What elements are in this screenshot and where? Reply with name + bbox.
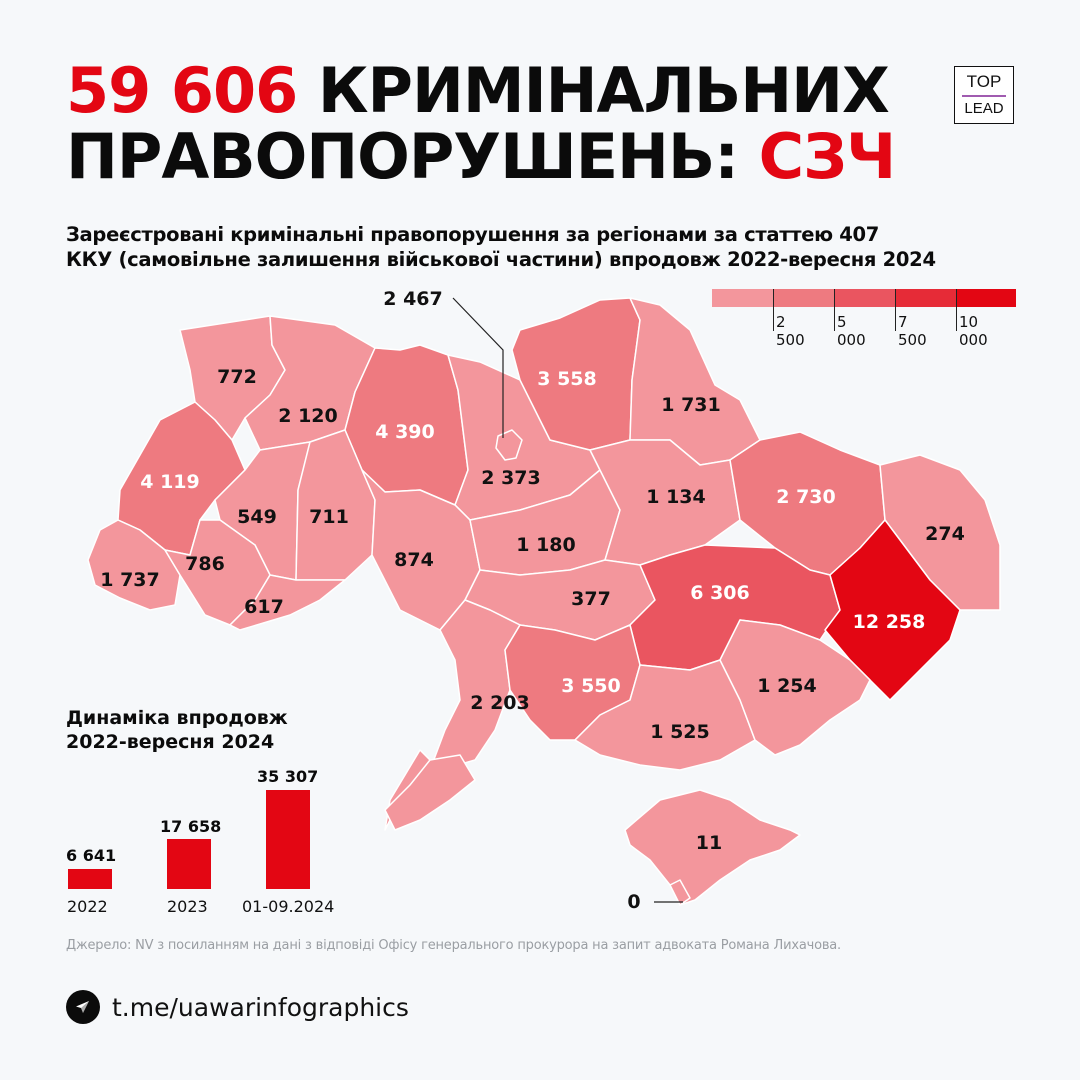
- label-volyn: 772: [217, 366, 257, 388]
- legend-label: 7 500: [898, 313, 927, 349]
- legend-tick: [773, 289, 774, 331]
- label-chernivtsi: 617: [244, 596, 284, 618]
- label-zakarpattia: 1 737: [100, 569, 160, 591]
- label-kyiv-oblast: 2 373: [481, 467, 541, 489]
- legend-tick: [895, 289, 896, 331]
- title-number: 59 606: [66, 54, 298, 127]
- top-lead-logo: TOP LEAD: [954, 66, 1014, 124]
- dynamics-title: Динаміка впродовж 2022-вересня 2024: [66, 706, 288, 754]
- title-part2: ПРАВОПОРУШЕНЬ:: [66, 120, 759, 193]
- leader-line-kyiv: [452, 297, 504, 438]
- bar-2024: [266, 790, 310, 889]
- label-zaporizhzhia: 1 254: [757, 675, 817, 697]
- region-crimea: [624, 789, 801, 906]
- label-kherson: 1 525: [650, 721, 710, 743]
- region-odesa-south: [384, 754, 476, 831]
- label-donetsk: 12 258: [853, 611, 926, 633]
- label-ternopil: 549: [237, 506, 277, 528]
- telegram-link[interactable]: t.me/uawarinfographics: [66, 990, 409, 1024]
- telegram-icon: [66, 990, 100, 1024]
- bar-label-2022: 2022: [67, 897, 108, 916]
- bar-label-2023: 2023: [167, 897, 208, 916]
- bar-label-2024: 01-09.2024: [242, 897, 335, 916]
- logo-bottom-text: LEAD: [964, 100, 1004, 117]
- label-kirovohrad: 377: [571, 588, 611, 610]
- label-poltava: 1 134: [646, 486, 706, 508]
- legend-swatch-3: [895, 289, 956, 307]
- bar-2022: [68, 869, 112, 889]
- bar-value-2024: 35 307: [257, 767, 319, 786]
- subtitle-line2: ККУ (самовільне залишення військової час…: [66, 248, 936, 271]
- page-title: 59 606 КРИМІНАЛЬНИХ ПРАВОПОРУШЕНЬ: СЗЧ: [66, 58, 897, 193]
- legend-tick: [956, 289, 957, 331]
- logo-top-text: TOP: [966, 72, 1002, 91]
- map-subtitle: Зареєстровані кримінальні правопорушення…: [66, 222, 1026, 272]
- label-cherkasy: 1 180: [516, 534, 576, 556]
- legend-swatch-2: [834, 289, 895, 307]
- bar-2023: [167, 839, 211, 889]
- subtitle-line1: Зареєстровані кримінальні правопорушення…: [66, 223, 880, 246]
- label-dnipropetrovsk: 6 306: [690, 582, 750, 604]
- legend-swatch-1: [773, 289, 834, 307]
- label-kyiv-city: 2 467: [383, 288, 443, 310]
- label-rivne: 2 120: [278, 405, 338, 427]
- label-sevastopol: 0: [627, 891, 640, 913]
- region-donetsk: [824, 519, 961, 701]
- label-khmelnytskyi: 711: [309, 506, 349, 528]
- legend-label: 2 500: [776, 313, 805, 349]
- label-luhansk: 274: [925, 523, 965, 545]
- logo-divider: [962, 95, 1006, 97]
- legend-label: 5 000: [837, 313, 866, 349]
- label-zhytomyr: 4 390: [375, 421, 435, 443]
- bar-value-2023: 17 658: [160, 817, 222, 836]
- telegram-link-text[interactable]: t.me/uawarinfographics: [112, 992, 409, 1022]
- title-part1: КРИМІНАЛЬНИХ: [297, 54, 890, 127]
- label-lviv: 4 119: [140, 471, 200, 493]
- label-crimea: 11: [696, 832, 722, 854]
- dynamics-title-line1: Динаміка впродовж: [66, 707, 288, 729]
- label-vinnytsia: 874: [394, 549, 434, 571]
- region-zakarpattia: [87, 519, 181, 611]
- region-chernivtsi: [229, 574, 346, 631]
- label-kharkiv: 2 730: [776, 486, 836, 508]
- dynamics-title-line2: 2022-вересня 2024: [66, 731, 275, 753]
- label-ivano-frankivsk: 786: [185, 553, 225, 575]
- region-zaporizhzhia: [719, 619, 871, 756]
- label-chernihiv: 3 558: [537, 368, 597, 390]
- bar-value-2022: 6 641: [66, 846, 117, 865]
- legend-swatch-0: [712, 289, 773, 307]
- label-mykolaiv: 3 550: [561, 675, 621, 697]
- legend-swatch-4: [956, 289, 1016, 307]
- region-sevastopol: [669, 879, 691, 906]
- legend-tick: [834, 289, 835, 331]
- legend-label: 10 000: [959, 313, 988, 349]
- label-sumy: 1 731: [661, 394, 721, 416]
- region-kherson: [574, 659, 756, 771]
- title-highlight: СЗЧ: [758, 120, 897, 193]
- label-odesa: 2 203: [470, 692, 530, 714]
- source-note: Джерело: NV з посиланням на дані з відпо…: [66, 938, 841, 953]
